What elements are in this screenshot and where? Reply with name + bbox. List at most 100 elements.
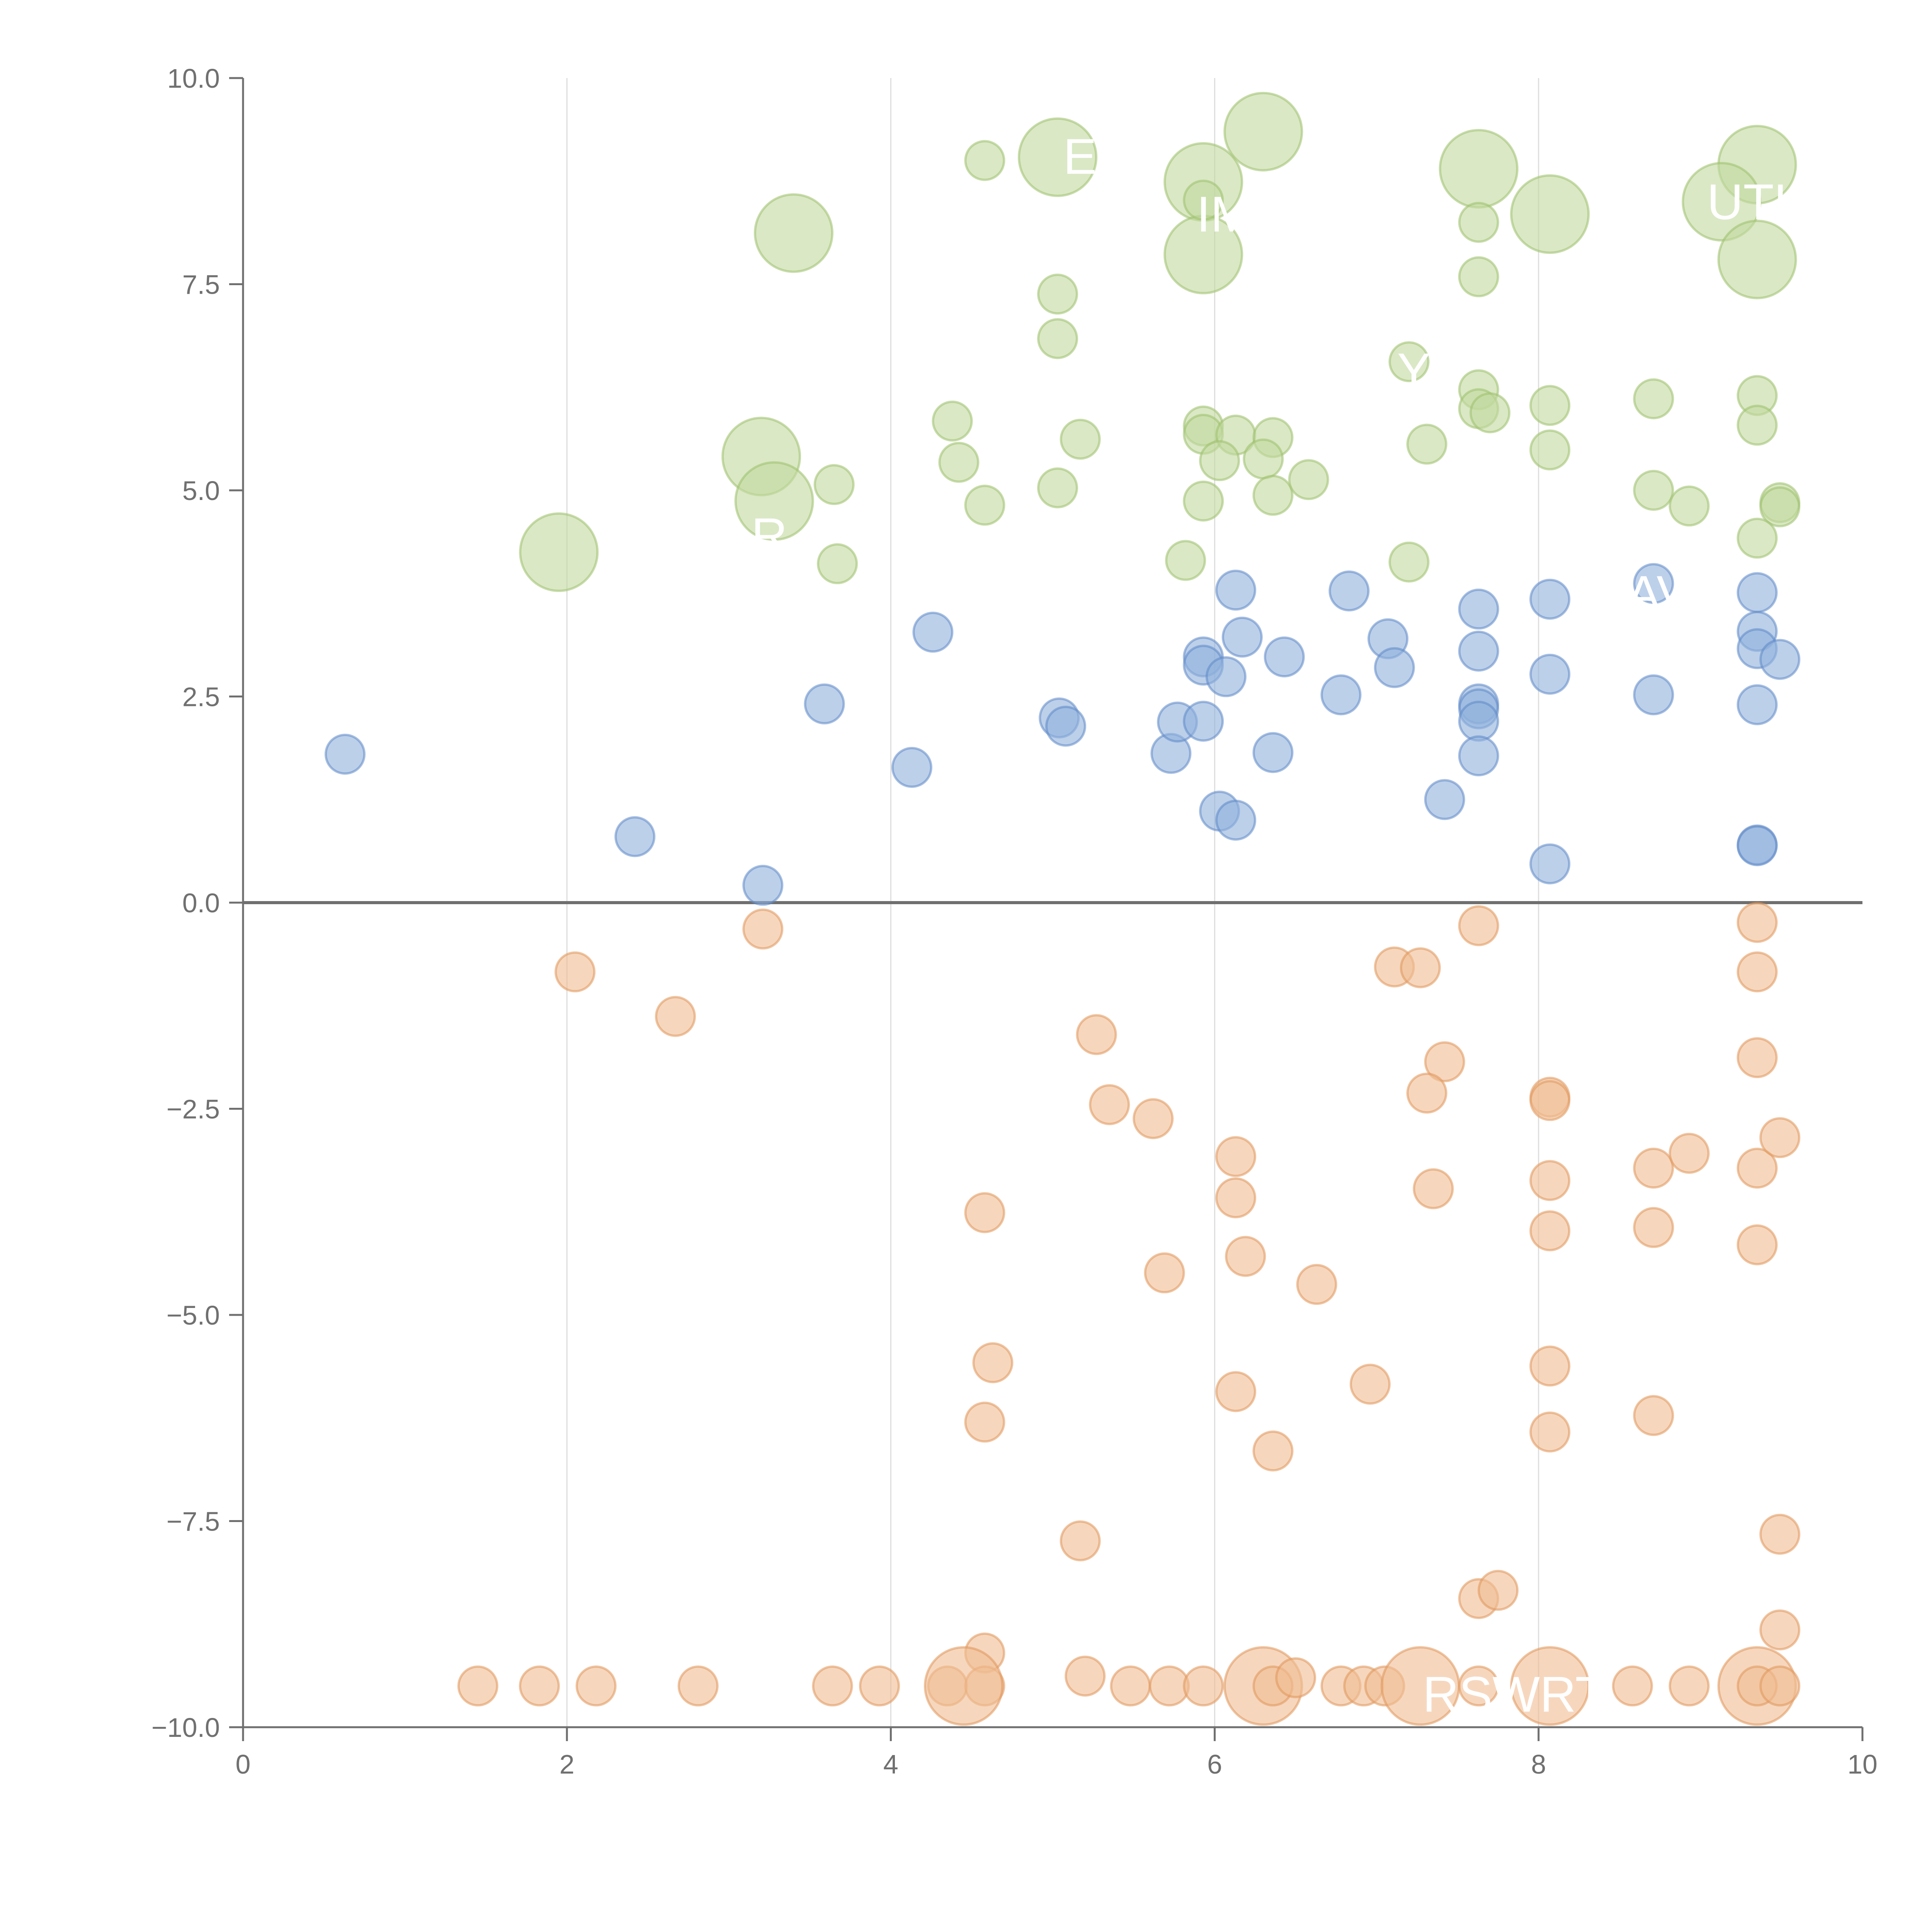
data-point [1736, 405, 1778, 446]
data-point [614, 816, 656, 857]
x-tick-label: 8 [1531, 1749, 1546, 1779]
y-tick-label: 5.0 [182, 476, 220, 506]
data-point [1149, 1665, 1190, 1707]
data-point [753, 193, 833, 273]
data-point [1374, 647, 1415, 688]
data-point [972, 1342, 1014, 1383]
data-point [1037, 274, 1078, 315]
data-point [742, 908, 784, 950]
data-point [1183, 701, 1224, 742]
data-point [1424, 1041, 1465, 1082]
data-point [1458, 631, 1499, 672]
data-point [1458, 256, 1499, 298]
series-2 [457, 902, 1801, 1726]
data-point [1736, 825, 1778, 866]
data-point [1529, 1210, 1571, 1252]
data-point [1424, 779, 1465, 820]
data-point [938, 442, 980, 483]
data-point [1183, 179, 1224, 221]
data-point [1400, 947, 1441, 988]
data-point [742, 865, 784, 906]
y-axis-ticks: 10.0 7.5 5.0 2.5 0.0 −2.5 −5.0 −7.5 −10.0 [151, 63, 243, 1743]
data-point [1252, 732, 1294, 773]
data-point [1388, 341, 1430, 383]
data-point [932, 400, 973, 442]
data-point [1243, 438, 1284, 480]
data-point [1199, 440, 1240, 481]
data-point [891, 747, 932, 788]
bubble-label: UTK [1707, 173, 1808, 230]
data-point [1089, 1084, 1130, 1125]
bubble-labels: EC IM UTK Y R AV RSWRT [751, 128, 1807, 1723]
data-point [1275, 1657, 1316, 1698]
data-point [964, 1401, 1005, 1443]
data-point [734, 461, 814, 541]
data-point [1205, 656, 1247, 697]
data-point [1458, 735, 1499, 777]
data-point [1458, 905, 1499, 946]
data-point [1037, 467, 1078, 509]
data-point [1612, 1665, 1653, 1707]
y-tick-label: −5.0 [167, 1300, 220, 1330]
data-point [1478, 1570, 1519, 1611]
data-point [1736, 902, 1778, 943]
data-point [1110, 1665, 1151, 1707]
data-point [1215, 1177, 1257, 1218]
data-point [575, 1665, 617, 1707]
data-point [1510, 1646, 1590, 1726]
bubble-label: R [751, 507, 787, 564]
y-tick-label: 0.0 [182, 888, 220, 918]
data-point [1183, 480, 1224, 522]
y-tick-label: 7.5 [182, 270, 220, 300]
data-point [1458, 202, 1499, 243]
data-point [1759, 1514, 1801, 1555]
data-point [1215, 799, 1257, 841]
data-point [1529, 1080, 1571, 1121]
data-point [859, 1665, 900, 1707]
data-point [912, 612, 954, 653]
data-point [1060, 1520, 1101, 1561]
data-point [1215, 570, 1257, 611]
data-point [812, 1665, 853, 1707]
data-point [1510, 174, 1590, 254]
data-point [1736, 1037, 1778, 1078]
data-point [1668, 1665, 1710, 1707]
data-point [1529, 1160, 1571, 1201]
data-point [1458, 588, 1499, 630]
data-points [325, 92, 1801, 1726]
data-point [1759, 639, 1801, 680]
data-point [1133, 1098, 1174, 1139]
bubble-label: AV [1627, 565, 1690, 622]
y-tick-label: 10.0 [167, 63, 220, 94]
data-point [1529, 385, 1571, 426]
data-point [1045, 706, 1087, 747]
data-point [1736, 572, 1778, 613]
data-point [1633, 563, 1674, 604]
y-tick-label: 2.5 [182, 682, 220, 712]
data-point [1529, 1345, 1571, 1387]
data-point [964, 485, 1005, 526]
data-point [1439, 129, 1519, 209]
x-tick-label: 2 [560, 1749, 575, 1779]
data-point [1065, 1655, 1106, 1697]
data-point [1469, 392, 1511, 434]
x-tick-label: 4 [883, 1749, 898, 1779]
data-point [1633, 1148, 1674, 1189]
data-point [325, 733, 366, 775]
data-point [1076, 1014, 1117, 1055]
data-point [677, 1665, 719, 1707]
data-point [1759, 1609, 1801, 1651]
data-point [817, 543, 858, 584]
data-point [1736, 951, 1778, 993]
data-point [1633, 378, 1674, 420]
data-point [1682, 162, 1762, 242]
data-point [1633, 470, 1674, 511]
data-point [1320, 674, 1362, 716]
data-point [804, 683, 845, 724]
data-point [1458, 1665, 1499, 1707]
data-point [1215, 1136, 1257, 1177]
data-point [1529, 653, 1571, 695]
data-point [1288, 459, 1329, 500]
data-point [1736, 684, 1778, 725]
y-tick-label: −7.5 [167, 1507, 220, 1537]
